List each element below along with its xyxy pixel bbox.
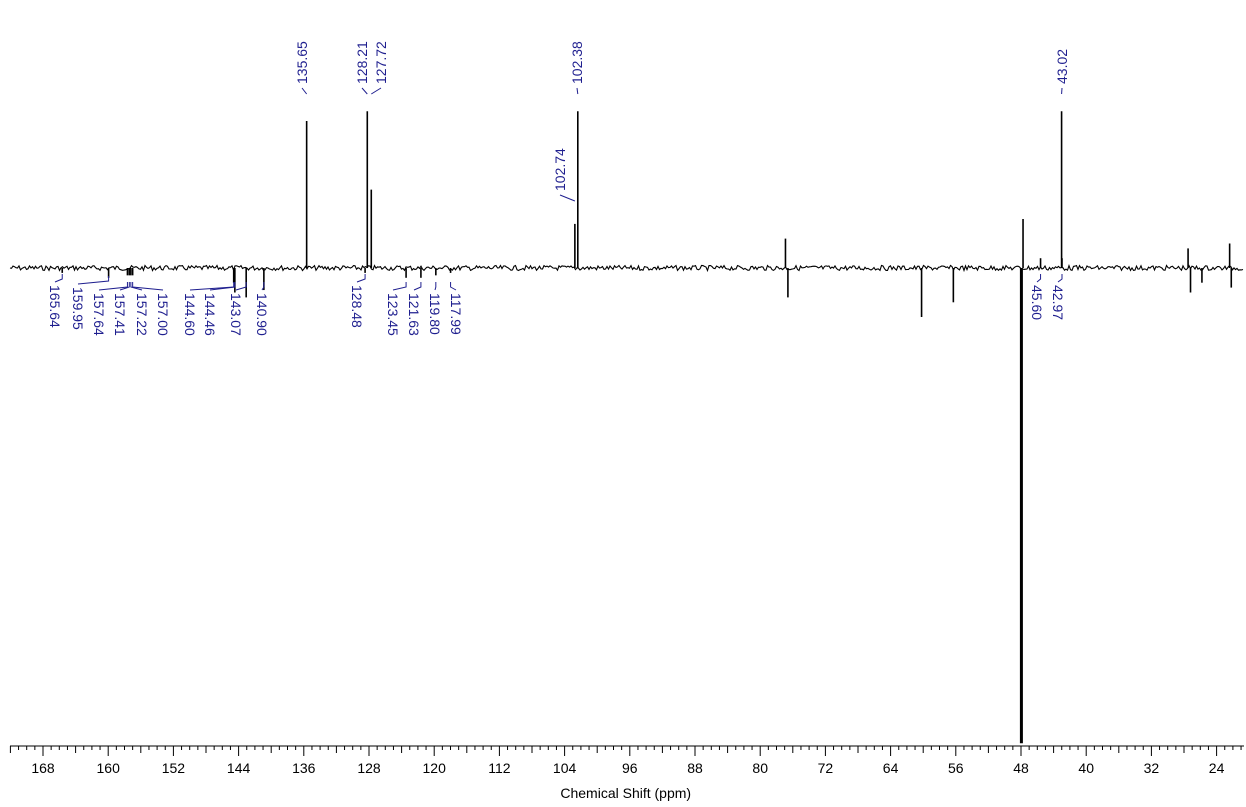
svg-text:165.64: 165.64 [47,285,63,328]
svg-text:157.64: 157.64 [91,293,107,336]
svg-text:102.74: 102.74 [552,148,568,191]
tick-label-64: 64 [883,760,899,776]
peak-label-123-45: 123.45 [385,282,407,336]
peak-label-128-48: 128.48 [349,274,366,328]
svg-text:135.65: 135.65 [294,41,310,84]
tick-label-152: 152 [162,760,186,776]
svg-text:143.07: 143.07 [228,293,244,336]
svg-text:157.00: 157.00 [155,293,171,336]
peak-label-135-65: 135.65 [294,41,310,95]
peak-label-165-64: 165.64 [47,274,63,328]
tick-label-72: 72 [818,760,834,776]
tick-label-40: 40 [1078,760,1094,776]
svg-text:43.02: 43.02 [1054,49,1070,84]
x-axis-title: Chemical Shift (ppm) [560,785,691,801]
svg-text:45.60: 45.60 [1029,285,1045,320]
x-axis: 168 160 152 144 136 128 120 112 104 96 88 80 72 64 56 4… [9,745,1244,776]
baseline-trace [9,264,1244,273]
svg-text:117.99: 117.99 [448,293,464,335]
peaks [61,111,1233,744]
svg-text:128.21: 128.21 [354,41,370,84]
tick-label-32: 32 [1144,760,1160,776]
peak-label-157-64: 157.64 [91,282,128,336]
peak-label-121-63: 121.63 [406,282,422,336]
svg-text:128.48: 128.48 [349,285,365,328]
peak-label-140-90: 140.90 [254,282,270,336]
tick-label-168: 168 [31,760,55,776]
tick-label-24: 24 [1209,760,1225,776]
svg-text:123.45: 123.45 [385,293,401,336]
tick-label-48: 48 [1013,760,1029,776]
peak-label-157-22: 157.22 [130,282,150,336]
tick-label-160: 160 [97,760,121,776]
svg-text:159.95: 159.95 [70,287,86,330]
peak-label-102-38: 102.38 [569,41,585,95]
tick-label-56: 56 [948,760,964,776]
peak-label-43-02: 43.02 [1054,49,1070,95]
svg-text:157.41: 157.41 [112,293,128,336]
tick-label-80: 80 [752,760,768,776]
tick-label-88: 88 [687,760,703,776]
peak-label-144-46: 144.46 [202,282,236,336]
peak-label-127-72: 127.72 [371,41,389,95]
tick-label-128: 128 [357,760,381,776]
tick-label-112: 112 [488,760,511,776]
svg-text:42.97: 42.97 [1050,285,1066,320]
svg-text:127.72: 127.72 [373,41,389,84]
peak-label-102-74: 102.74 [552,148,576,202]
peak-label-157-41: 157.41 [112,282,130,336]
svg-text:121.63: 121.63 [406,293,422,336]
peak-label-128-21: 128.21 [354,41,370,95]
svg-text:144.46: 144.46 [202,293,218,336]
peak-label-117-99: 117.99 [448,282,464,335]
tick-label-144: 144 [227,760,251,776]
tick-label-104: 104 [553,760,577,776]
baseline [9,264,1244,273]
peak-label-143-07: 143.07 [228,282,247,336]
peak-label-45-60: 45.60 [1029,274,1045,320]
svg-text:157.22: 157.22 [134,293,150,336]
tick-label-136: 136 [292,760,316,776]
peak-labels: 165.64 159.95 157.64 157.41 157.22 157.00 144.… [47,41,1070,336]
svg-text:140.90: 140.90 [254,293,270,336]
peak-label-157-00: 157.00 [132,282,171,336]
peak-label-42-97: 42.97 [1050,274,1066,320]
svg-text:102.38: 102.38 [569,41,585,84]
svg-text:144.60: 144.60 [182,293,198,336]
peak-label-159-95: 159.95 [70,276,110,330]
tick-label-120: 120 [423,760,447,776]
peak-label-119-80: 119.80 [427,282,443,335]
svg-text:119.80: 119.80 [427,293,443,335]
tick-label-96: 96 [622,760,638,776]
